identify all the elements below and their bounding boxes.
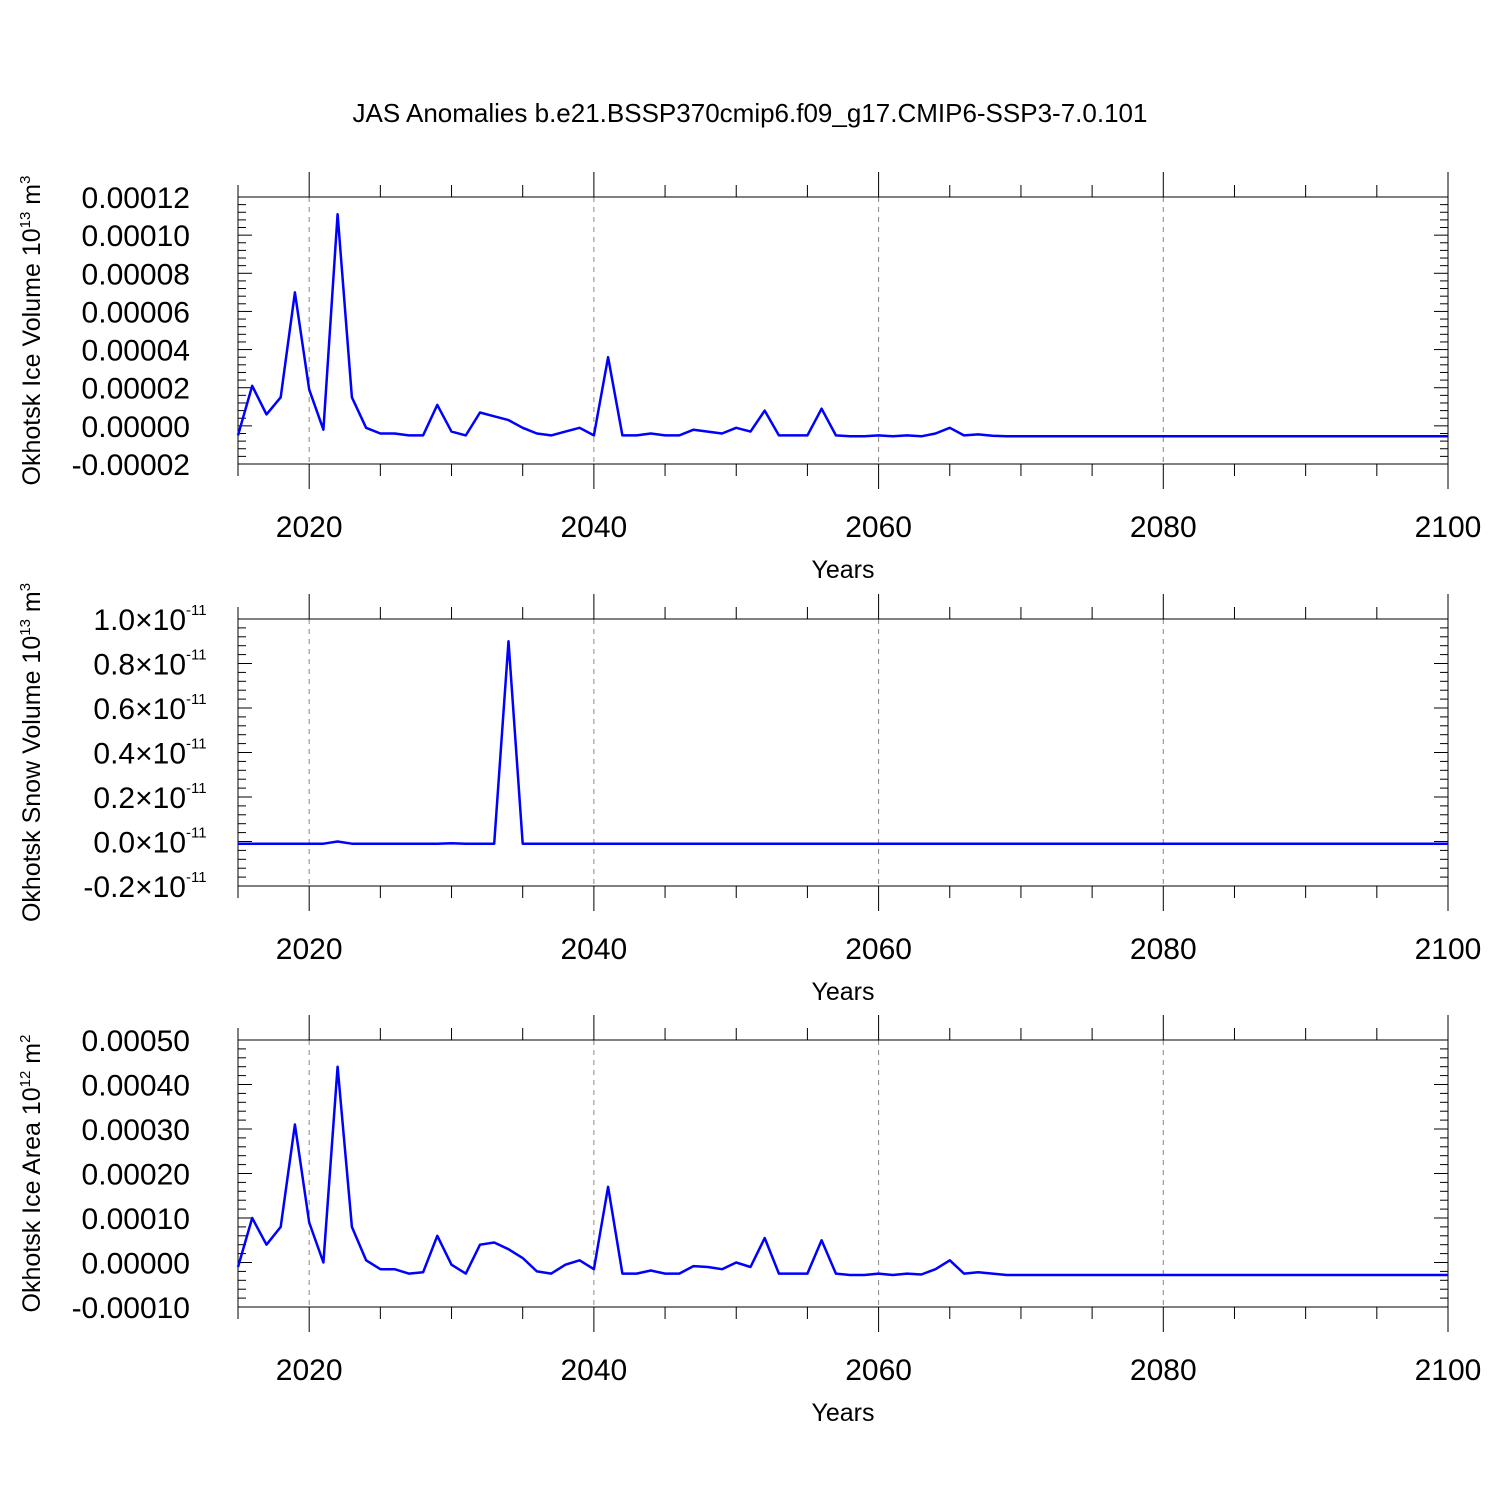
x-tick-label: 2040: [561, 511, 628, 544]
x-axis-title: Years: [811, 556, 874, 584]
y-axis-title: Okhotsk Ice Volume 1013 m3: [17, 176, 46, 486]
y-axis-title: Okhotsk Snow Volume 1013 m3: [17, 583, 46, 922]
y-tick-label: 0.00000: [82, 1248, 190, 1281]
y-tick-label: 0.00000: [82, 411, 190, 444]
panel-2: -0.2×10 -110.0×10 -110.2×10 -110.4×10 -110.6…: [17, 583, 1481, 1006]
x-tick-label: 2040: [561, 933, 628, 966]
y-tick-label: 0.00040: [82, 1070, 190, 1103]
y-tick-exponent: -11: [186, 647, 207, 664]
x-tick-label: 2100: [1415, 511, 1482, 544]
y-tick-label: 0.2×10: [93, 782, 186, 815]
y-tick-exponent: -11: [186, 691, 207, 708]
plot-frame: [237, 1039, 1449, 1308]
x-tick-label: 2100: [1415, 933, 1482, 966]
y-tick-exponent: -11: [186, 825, 207, 842]
x-tick-label: 2020: [276, 1354, 343, 1387]
series-line: [236, 212, 1448, 438]
plot-frame: [237, 196, 1449, 465]
x-tick-label: 2080: [1130, 1354, 1197, 1387]
y-tick-label: 0.4×10: [93, 738, 186, 771]
x-tick-label: 2060: [845, 511, 912, 544]
y-tick-exponent: -11: [186, 780, 207, 797]
y-tick-label: 0.8×10: [93, 649, 186, 682]
panel-3: -0.00010 0.00000 0.00010 0.00020 0.00030 0.00…: [17, 1015, 1481, 1427]
y-tick-label: 0.00030: [82, 1114, 190, 1147]
y-tick-label: -0.00002: [72, 449, 190, 482]
panel-1: -0.00002 0.00000 0.00002 0.00004 0.00006 0.00…: [17, 172, 1481, 584]
y-tick-label: 0.00010: [82, 1203, 190, 1236]
x-tick-label: 2020: [276, 511, 343, 544]
y-tick-exponent: -11: [186, 869, 207, 886]
y-tick-label: 0.00020: [82, 1159, 190, 1192]
y-tick-label: 1.0×10: [93, 604, 186, 637]
x-tick-label: 2040: [561, 1354, 628, 1387]
y-tick-label: -0.00010: [72, 1292, 190, 1325]
panels: -0.00002 0.00000 0.00002 0.00004 0.00006 0.00…: [17, 172, 1481, 1427]
y-tick-label: 0.0×10: [93, 827, 186, 860]
x-tick-label: 2060: [845, 933, 912, 966]
y-tick-label: 0.6×10: [93, 693, 186, 726]
y-tick-label: 0.00012: [82, 182, 190, 215]
series-line: [236, 1065, 1448, 1277]
y-tick-exponent: -11: [186, 602, 207, 619]
y-tick-label: 0.00006: [82, 296, 190, 329]
x-axis-title: Years: [811, 1399, 874, 1427]
figure-title: JAS Anomalies b.e21.BSSP370cmip6.f09_g17…: [353, 98, 1148, 128]
plot-frame: [237, 618, 1449, 887]
y-axis-title: Okhotsk Ice Area 1012 m2: [17, 1035, 46, 1313]
y-tick-label: -0.2×10: [83, 871, 186, 904]
y-tick-label: 0.00008: [82, 258, 190, 291]
y-tick-label: 0.00010: [82, 220, 190, 253]
y-tick-label: 0.00002: [82, 373, 190, 406]
x-tick-label: 2060: [845, 1354, 912, 1387]
y-tick-label: 0.00050: [82, 1025, 190, 1058]
x-tick-label: 2020: [276, 933, 343, 966]
x-axis-title: Years: [811, 978, 874, 1006]
series-line: [238, 640, 1448, 845]
y-tick-exponent: -11: [186, 736, 207, 753]
y-tick-label: 0.00004: [82, 335, 190, 368]
x-tick-label: 2080: [1130, 511, 1197, 544]
x-tick-label: 2100: [1415, 1354, 1482, 1387]
x-tick-label: 2080: [1130, 933, 1197, 966]
